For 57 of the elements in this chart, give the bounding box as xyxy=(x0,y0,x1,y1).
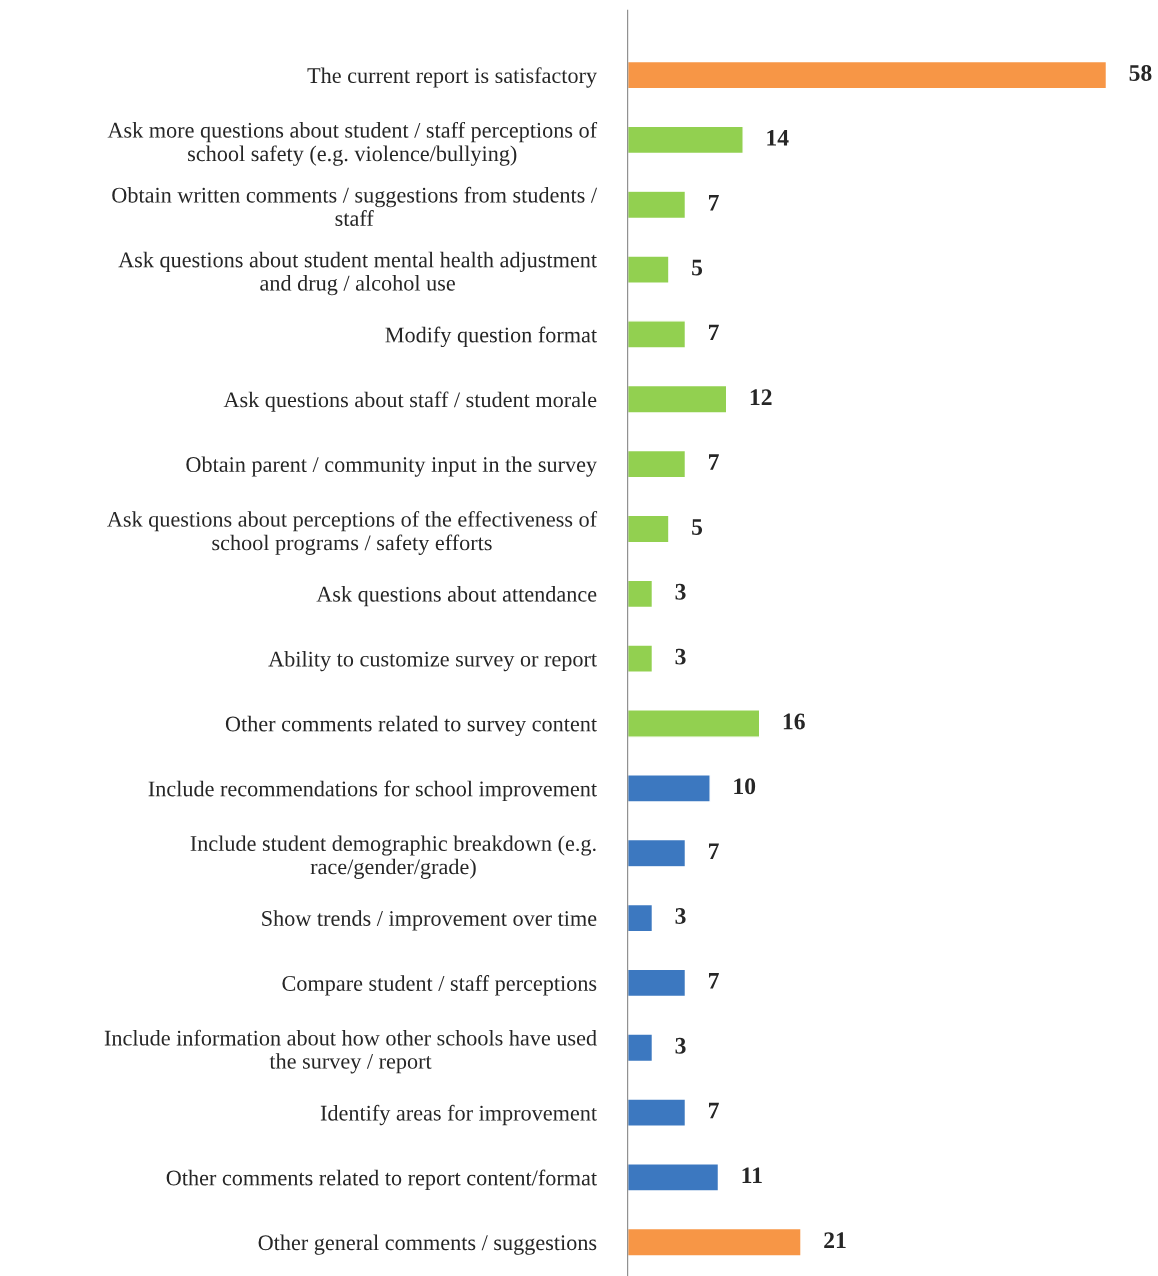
data-label: 3 xyxy=(675,1037,686,1054)
data-label: 16 xyxy=(783,713,805,730)
data-label: 5 xyxy=(692,259,703,276)
y-tick-label: Compare student / staff perceptions xyxy=(282,975,597,996)
y-tick-label: The current report is satisfactory xyxy=(307,67,597,88)
bar xyxy=(627,968,687,998)
bar xyxy=(627,125,744,155)
data-label: 10 xyxy=(734,778,756,795)
bar xyxy=(627,644,654,673)
data-label: 7 xyxy=(708,324,719,341)
data-label: 58 xyxy=(1129,65,1152,81)
data-label: 7 xyxy=(708,454,719,470)
y-tick-label: Show trends / improvement over time xyxy=(262,910,597,931)
bar xyxy=(627,1033,654,1063)
y-tick-label: Ask questions about attendance xyxy=(316,586,597,607)
y-tick-label: Identify areas for improvement xyxy=(320,1104,597,1126)
bar xyxy=(627,320,687,349)
data-label: 7 xyxy=(708,1102,719,1119)
bar xyxy=(627,1163,720,1192)
data-label: 14 xyxy=(767,129,789,146)
bar xyxy=(627,255,670,284)
data-label: 7 xyxy=(708,973,719,989)
data-label: 3 xyxy=(675,583,686,600)
y-tick-label: Obtain written comments / suggestions from students / staff xyxy=(112,186,598,226)
data-label: 7 xyxy=(708,843,719,859)
data-label: 5 xyxy=(692,519,703,535)
data-label: 11 xyxy=(742,1167,762,1184)
y-tick-label: Modify question format xyxy=(385,326,597,348)
bar xyxy=(627,579,654,609)
y-tick-label: Other comments related to report content/format xyxy=(166,1169,597,1190)
bar xyxy=(627,774,711,803)
y-tick-label: Ask questions about student mental health adjustment and drug / alcohol use xyxy=(118,251,597,296)
data-label: 12 xyxy=(750,389,772,405)
y-tick-label: Other comments related to survey content xyxy=(225,715,597,737)
bar xyxy=(627,60,1108,90)
bar xyxy=(627,514,670,544)
y-tick-label: Ability to customize survey or report xyxy=(268,650,597,672)
y-tick-label: Other general comments / suggestions xyxy=(258,1234,597,1255)
data-label: 7 xyxy=(708,194,719,211)
y-tick-label: Obtain parent / community input in the survey xyxy=(186,456,597,477)
bar xyxy=(627,1227,802,1257)
data-label: 21 xyxy=(824,1232,846,1248)
bar xyxy=(627,903,654,933)
y-tick-label: Include information about how other schools have used the survey / report xyxy=(104,1029,597,1074)
y-tick-label: Include student demographic breakdown (e.g. race/gender/grade) xyxy=(190,835,596,879)
data-label: 3 xyxy=(675,908,686,924)
y-tick-label: Include recommendations for school improvement xyxy=(148,780,597,801)
bar xyxy=(627,838,687,868)
bar xyxy=(627,384,728,414)
y-tick-label: Ask more questions about student / staff perceptions of school safety (e.g. violence/bullying) xyxy=(107,121,598,166)
bar xyxy=(627,190,687,220)
bar xyxy=(627,1098,687,1127)
y-tick-label: Ask questions about perceptions of the effectiveness of school programs / safety efforts xyxy=(107,510,598,555)
bar xyxy=(627,709,761,738)
bar xyxy=(627,449,687,479)
y-tick-label: Ask questions about staff / student morale xyxy=(223,391,597,412)
data-label: 3 xyxy=(675,648,686,665)
